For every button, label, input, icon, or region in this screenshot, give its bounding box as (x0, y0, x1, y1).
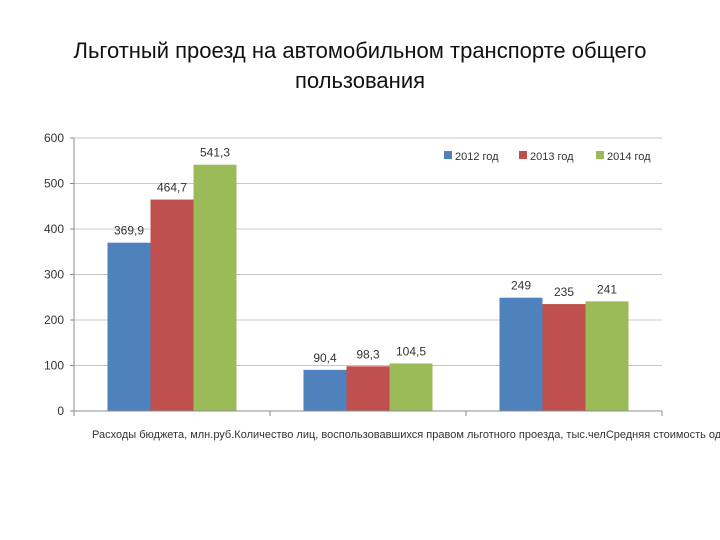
y-axis-ticks: 0 100 200 300 400 500 600 (44, 131, 74, 418)
legend: 2012 год 2013 год 2014 год (444, 151, 651, 163)
legend-swatch (596, 151, 604, 159)
slide-title-line-2: пользования (294, 68, 426, 93)
y-tick-label: 400 (44, 222, 64, 236)
bar-value-label: 235 (554, 285, 574, 299)
bar-value-label: 249 (511, 279, 531, 293)
x-axis-category-labels: Расходы бюджета, млн.руб.Количество лиц,… (92, 429, 720, 441)
y-tick-label: 100 (44, 359, 64, 373)
legend-label: 2013 год (530, 151, 574, 163)
bar (499, 297, 543, 411)
bar-value-label: 241 (597, 282, 617, 296)
y-tick-label: 600 (44, 131, 64, 145)
y-tick-label: 500 (44, 177, 64, 191)
legend-swatch (444, 151, 452, 159)
y-tick-label: 300 (44, 268, 64, 282)
bar (585, 301, 629, 411)
bar (303, 369, 347, 411)
bar-value-label: 369,9 (114, 224, 144, 238)
bar-value-label: 90,4 (313, 351, 337, 365)
x-axis-ticks (73, 411, 663, 416)
bar (542, 304, 586, 411)
bar-value-label: 541,3 (200, 146, 230, 160)
y-tick-label: 200 (44, 313, 64, 327)
slide-title: Льготный проезд на автомобильном транспо… (40, 36, 680, 96)
bar-value-label: 104,5 (396, 344, 426, 358)
bar-value-label: 464,7 (157, 181, 187, 195)
legend-label: 2014 год (607, 151, 651, 163)
bar (346, 366, 390, 411)
bar (107, 242, 151, 411)
bar (193, 164, 237, 411)
bar (150, 199, 194, 411)
bar-value-label: 98,3 (356, 347, 380, 361)
legend-label: 2012 год (455, 151, 499, 163)
bar (389, 363, 433, 411)
slide-title-line-1: Льготный проезд на автомобильном транспо… (73, 38, 647, 63)
y-tick-label: 0 (57, 404, 64, 418)
data-labels: 369,9 464,7 541,3 90,4 98,3 104,5 249 235 241 (114, 146, 617, 365)
bars (107, 164, 629, 411)
legend-swatch (519, 151, 527, 159)
